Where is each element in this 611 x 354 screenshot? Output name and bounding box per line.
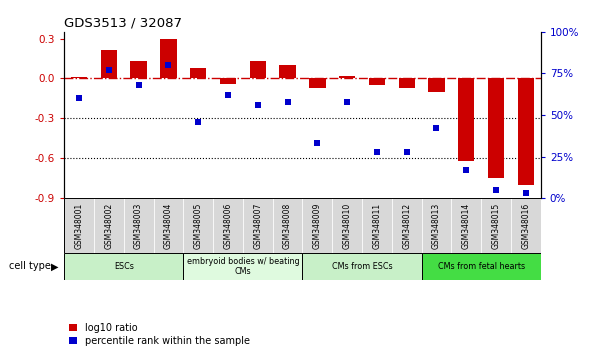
Bar <box>213 198 243 253</box>
Point <box>372 149 382 154</box>
Bar <box>422 198 452 253</box>
Bar <box>279 65 296 79</box>
Point <box>491 187 501 193</box>
Text: GSM348007: GSM348007 <box>254 202 262 249</box>
Bar <box>243 198 273 253</box>
Bar <box>101 51 117 79</box>
Text: GSM348003: GSM348003 <box>134 202 143 249</box>
Text: GSM348002: GSM348002 <box>104 202 113 249</box>
Bar <box>362 198 392 253</box>
Text: GSM348004: GSM348004 <box>164 202 173 249</box>
Text: GSM348012: GSM348012 <box>402 202 411 249</box>
Text: GSM348014: GSM348014 <box>462 202 470 249</box>
Point <box>431 126 441 131</box>
Bar <box>220 79 236 84</box>
Bar <box>339 76 356 79</box>
Bar <box>302 253 422 280</box>
Bar <box>153 198 183 253</box>
Bar <box>458 79 475 161</box>
Bar <box>488 79 504 178</box>
Bar <box>309 79 326 88</box>
Point <box>223 92 233 98</box>
Text: GSM348008: GSM348008 <box>283 202 292 249</box>
Text: GSM348015: GSM348015 <box>492 202 500 249</box>
Bar <box>64 198 94 253</box>
Text: GSM348013: GSM348013 <box>432 202 441 249</box>
Bar <box>518 79 534 185</box>
Text: CMs from fetal hearts: CMs from fetal hearts <box>437 262 525 271</box>
Point <box>74 96 84 101</box>
Bar <box>511 198 541 253</box>
Bar <box>130 61 147 79</box>
Text: GSM348011: GSM348011 <box>373 202 381 249</box>
Bar <box>160 39 177 79</box>
Text: GSM348006: GSM348006 <box>224 202 232 249</box>
Bar <box>422 253 541 280</box>
Bar <box>94 198 123 253</box>
Bar <box>183 198 213 253</box>
Bar <box>190 68 207 79</box>
Bar <box>332 198 362 253</box>
Point <box>193 119 203 125</box>
Bar <box>123 198 153 253</box>
Text: GSM348009: GSM348009 <box>313 202 322 249</box>
Text: GSM348001: GSM348001 <box>75 202 84 249</box>
Bar <box>368 79 385 85</box>
Point <box>164 62 174 68</box>
Point <box>134 82 144 88</box>
Text: GDS3513 / 32087: GDS3513 / 32087 <box>64 16 182 29</box>
Text: GSM348016: GSM348016 <box>521 202 530 249</box>
Bar <box>481 198 511 253</box>
Bar <box>392 198 422 253</box>
Bar <box>64 253 183 280</box>
Text: cell type: cell type <box>9 261 51 272</box>
Bar <box>249 61 266 79</box>
Bar <box>302 198 332 253</box>
Bar <box>273 198 302 253</box>
Point <box>283 99 293 104</box>
Point <box>342 99 352 104</box>
Bar <box>183 253 302 280</box>
Bar <box>398 79 415 88</box>
Point <box>312 141 322 146</box>
Text: ▶: ▶ <box>51 261 58 272</box>
Bar <box>71 77 87 79</box>
Point <box>402 149 412 154</box>
Legend: log10 ratio, percentile rank within the sample: log10 ratio, percentile rank within the … <box>69 323 249 346</box>
Point <box>461 167 471 173</box>
Point <box>253 102 263 108</box>
Text: GSM348010: GSM348010 <box>343 202 351 249</box>
Text: ESCs: ESCs <box>114 262 134 271</box>
Bar <box>452 198 481 253</box>
Text: embryoid bodies w/ beating
CMs: embryoid bodies w/ beating CMs <box>186 257 299 276</box>
Bar <box>428 79 445 92</box>
Point <box>521 190 531 196</box>
Text: CMs from ESCs: CMs from ESCs <box>332 262 392 271</box>
Text: GSM348005: GSM348005 <box>194 202 203 249</box>
Point <box>104 67 114 73</box>
